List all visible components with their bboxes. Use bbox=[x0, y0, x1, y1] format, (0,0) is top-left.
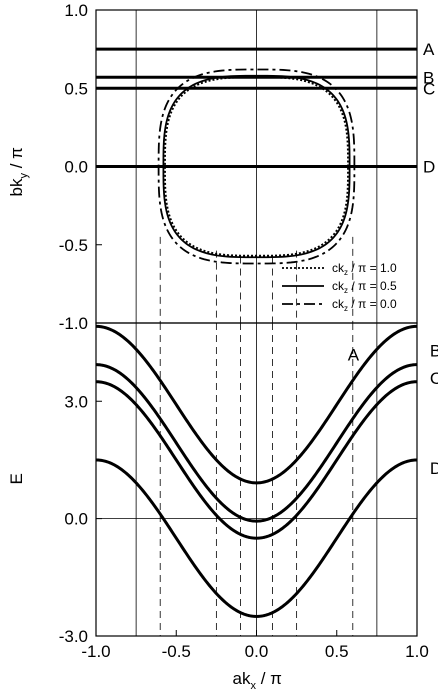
bottom-ylabel: E bbox=[7, 473, 26, 484]
top-ylabel: bky / π bbox=[7, 147, 30, 196]
band-curve-B bbox=[95, 363, 418, 523]
bottom-xtick-label: 1.0 bbox=[405, 642, 429, 661]
cut-label-D: D bbox=[423, 158, 435, 177]
fermi-surface-panel: ABC D 1.0 0.5 0.0 -0.5 -1.0 bky / π ckz / π = 1.… bbox=[7, 1, 435, 333]
top-ytick-label: -0.5 bbox=[59, 236, 88, 255]
bottom-ytick-label: -3.0 bbox=[59, 627, 88, 646]
bottom-xtick-label: -0.5 bbox=[162, 642, 191, 661]
top-ytick-label: -1.0 bbox=[59, 314, 88, 333]
fermi-contour-dotted bbox=[164, 76, 349, 257]
band-curve-A bbox=[95, 324, 418, 485]
cut-label-C: C bbox=[423, 79, 435, 98]
bottom-ytick-label: 3.0 bbox=[64, 392, 88, 411]
bottom-xtick-label: 0.0 bbox=[245, 642, 269, 661]
top-ytick-label: 0.5 bbox=[64, 79, 88, 98]
bottom-xtick-label: -1.0 bbox=[81, 642, 110, 661]
legend-label-dashdot: ckz / π = 0.0 bbox=[332, 297, 397, 313]
cut-label-B: B bbox=[423, 68, 434, 87]
band-label-C: C bbox=[430, 369, 438, 388]
bottom-xtick-label: 0.5 bbox=[325, 642, 349, 661]
legend-label-solid: ckz / π = 0.5 bbox=[332, 279, 397, 295]
top-ytick-label: 0.0 bbox=[64, 158, 88, 177]
band-curve-D bbox=[95, 458, 418, 618]
band-label-B: B bbox=[430, 341, 438, 360]
top-ytick-label: 1.0 bbox=[64, 1, 88, 20]
band-label-A: A bbox=[348, 345, 360, 364]
band-label-D: D bbox=[430, 459, 438, 478]
bottom-xlabel: akx / π bbox=[233, 669, 282, 692]
bottom-ytick-label: 0.0 bbox=[64, 510, 88, 529]
legend-label-dotted: ckz / π = 1.0 bbox=[332, 261, 397, 277]
band-curve-C bbox=[95, 380, 418, 540]
cut-label-A: A bbox=[423, 40, 435, 59]
